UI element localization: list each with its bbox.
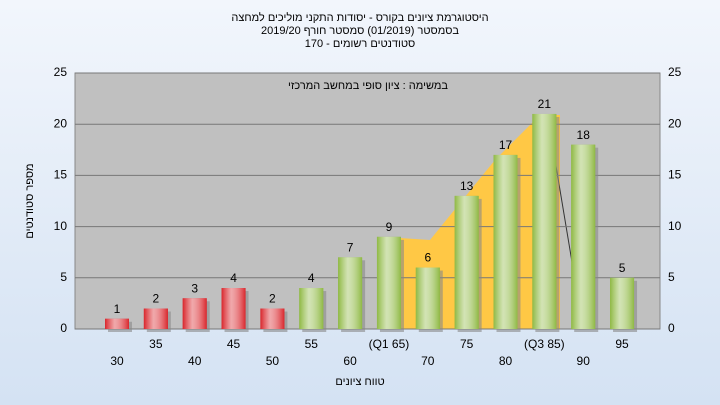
y-tick-label: 10 (54, 219, 68, 233)
value-label: 9 (386, 220, 393, 234)
x-tick-label: 35 (149, 337, 163, 351)
x-tick-label: 60 (343, 354, 357, 368)
bar-highlight (415, 267, 440, 329)
value-label: 4 (308, 271, 315, 285)
bar-highlight (105, 318, 129, 329)
bar-highlight (610, 277, 635, 329)
x-tick-label: 45 (227, 337, 241, 351)
chart-subtitle: סטודנטים רשומים - 170 (305, 38, 416, 50)
value-label: 7 (347, 240, 354, 254)
bar-highlight (532, 113, 557, 330)
value-label: 17 (499, 138, 513, 152)
y2-tick-label: 20 (668, 116, 682, 130)
x-tick-label: 95 (615, 337, 629, 351)
x-tick-label: 75 (460, 337, 474, 351)
x-tick-label: 55 (305, 337, 319, 351)
y-tick-label: 25 (54, 65, 68, 79)
bar-highlight (571, 144, 596, 329)
value-label: 3 (191, 281, 198, 295)
x-tick-label: 90 (577, 354, 591, 368)
value-label: 4 (230, 271, 237, 285)
bar-highlight (299, 288, 324, 329)
value-label: 5 (619, 261, 626, 275)
y2-tick-label: 0 (668, 321, 675, 335)
y-tick-label: 5 (60, 270, 67, 284)
x-tick-label: 40 (188, 354, 202, 368)
y2-tick-label: 15 (668, 168, 682, 182)
value-label: 1 (114, 302, 121, 316)
x-tick-label: 50 (266, 354, 280, 368)
bar-highlight (221, 288, 246, 329)
value-label: 13 (460, 179, 474, 193)
x-tick-label: 30 (110, 354, 124, 368)
y2-tick-label: 25 (668, 65, 682, 79)
bar-highlight (143, 308, 168, 329)
y-tick-label: 15 (54, 168, 68, 182)
chart-title: היסטוגרמת ציונים בקורס - יסודות התקני מו… (231, 11, 488, 24)
x-tick-label: (Q3 85) (524, 337, 565, 351)
value-label: 18 (577, 128, 591, 142)
y-tick-label: 20 (54, 116, 68, 130)
bar-highlight (454, 195, 479, 329)
y-tick-label: 0 (60, 321, 67, 335)
bar-highlight (182, 298, 207, 329)
plot-area (74, 72, 661, 330)
chart-subtitle: בסמסטר (01/2019) סמסטר חורף 2019/20 (261, 25, 459, 37)
value-label: 2 (269, 292, 276, 306)
y2-tick-label: 5 (668, 270, 675, 284)
x-tick-label: 80 (499, 354, 513, 368)
annotation: במשימה : ציון סופי במחשב המרכזי (288, 80, 448, 92)
x-tick-label: 70 (421, 354, 435, 368)
bar-highlight (260, 308, 285, 329)
bar-highlight (376, 236, 401, 329)
value-label: 2 (153, 292, 160, 306)
y-axis-label: מספר סטודנטים (24, 163, 36, 238)
x-axis-label: טווח ציונים (335, 376, 384, 388)
bar-highlight (493, 154, 518, 329)
value-label: 21 (538, 97, 552, 111)
value-label: 6 (424, 251, 431, 265)
x-tick-label: (Q1 65) (369, 337, 410, 351)
bar-highlight (338, 257, 363, 329)
y2-tick-label: 10 (668, 219, 682, 233)
